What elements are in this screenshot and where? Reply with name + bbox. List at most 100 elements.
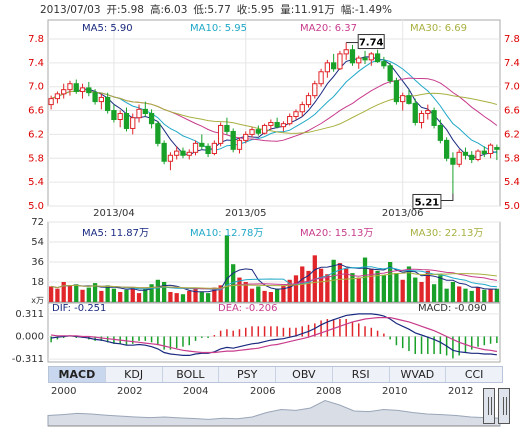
timeline-year-2004: 2004 xyxy=(183,386,209,397)
volume-bar xyxy=(249,288,255,302)
volume-ma30-line xyxy=(51,272,497,289)
macd-dea-label: DEA: -0.206 xyxy=(218,303,278,314)
candle-body xyxy=(230,130,236,150)
candle-body xyxy=(142,108,148,115)
volume-bar xyxy=(118,292,123,302)
candle-body xyxy=(54,93,61,100)
volume-bar xyxy=(262,290,267,302)
volume-bar xyxy=(86,287,91,302)
volume-bar xyxy=(488,288,493,302)
tab-psy[interactable]: PSY xyxy=(219,367,276,382)
candle-body xyxy=(356,57,362,64)
volume-bar xyxy=(105,285,110,302)
tab-wvad[interactable]: WVAD xyxy=(390,367,447,382)
candle-body xyxy=(299,104,305,113)
volume-bar xyxy=(174,293,179,302)
timeline-range-handle-right[interactable] xyxy=(498,388,510,424)
high-callout-box xyxy=(357,34,385,50)
quote-high: 高:6.03 xyxy=(149,4,188,16)
volume-bar xyxy=(155,279,160,302)
volume-bar xyxy=(350,273,355,302)
volume-bar xyxy=(180,294,186,302)
candle-body xyxy=(105,96,111,112)
price-ytick-left: 5.4 xyxy=(28,177,44,188)
candle-body xyxy=(161,142,167,162)
price-ytick-left: 6.2 xyxy=(28,129,44,140)
candle-body xyxy=(331,62,337,70)
candle-body xyxy=(400,95,406,103)
candle-body xyxy=(199,142,205,147)
volume-bar xyxy=(237,277,242,302)
volume-bar xyxy=(400,279,405,302)
tab-cci[interactable]: CCI xyxy=(464,368,484,381)
volume-bar xyxy=(80,289,85,302)
timeline-year-2006: 2006 xyxy=(250,386,276,397)
candle-body xyxy=(155,123,161,144)
volume-bar xyxy=(362,257,368,302)
volume-bar xyxy=(375,270,380,302)
candle-body xyxy=(174,150,180,156)
candle-body xyxy=(469,154,475,160)
volume-bar xyxy=(162,282,167,302)
tab-kdj[interactable]: KDJ xyxy=(106,367,163,382)
high-callout-label: 7.74 xyxy=(359,38,384,49)
volume-bar xyxy=(231,264,236,302)
timeline-year-2010: 2010 xyxy=(382,386,408,397)
volume-bar xyxy=(293,275,299,302)
price-ma5-label: MA5: 5.90 xyxy=(82,23,133,34)
candle-body xyxy=(211,142,218,155)
volume-ytick: 36 xyxy=(31,257,44,268)
volume-ytick: 72 xyxy=(31,217,44,228)
price-ma5-line xyxy=(50,56,497,159)
price-ytick-left: 5.8 xyxy=(28,153,44,164)
candle-body xyxy=(61,89,67,95)
candle-body xyxy=(444,139,450,159)
price-ytick-left: 7.0 xyxy=(28,82,44,93)
volume-bar xyxy=(394,273,399,302)
tab-boll[interactable]: BOLL xyxy=(163,367,220,382)
candle-body xyxy=(224,124,230,132)
tab-rsi[interactable]: RSI xyxy=(333,367,390,382)
price-date-label: 2013/06 xyxy=(382,208,424,219)
volume-bar xyxy=(444,288,449,302)
volume-bar xyxy=(136,293,142,302)
candle-body xyxy=(192,142,199,153)
price-ytick-right: 5.4 xyxy=(504,177,520,188)
candle-body xyxy=(268,121,274,126)
volume-bar xyxy=(438,275,443,302)
macd-ytick: 0.000 xyxy=(15,332,44,343)
candle-body xyxy=(130,117,136,129)
candle-body xyxy=(98,96,104,103)
price-ytick-right: 7.8 xyxy=(504,34,520,45)
quote-date: 2013/07/03 xyxy=(40,4,101,16)
quote-low: 低:5.77 xyxy=(193,4,231,16)
candle-body xyxy=(73,83,79,92)
candle-body xyxy=(305,95,312,106)
low-callout-label: 5.21 xyxy=(415,197,440,208)
candle-body xyxy=(368,53,374,61)
price-ytick-right: 6.2 xyxy=(504,129,520,140)
candle-body xyxy=(86,87,92,94)
macd-dif-label: DIF: -0.251 xyxy=(52,303,107,314)
candle-body xyxy=(462,151,469,156)
volume-bar xyxy=(111,288,117,302)
tab-obv[interactable]: OBV xyxy=(276,367,333,382)
tab-macd[interactable]: MACD xyxy=(49,367,106,382)
price-ytick-right: 7.4 xyxy=(504,58,520,69)
candle-body xyxy=(362,57,368,61)
candle-body xyxy=(412,102,418,123)
candle-body xyxy=(205,145,211,155)
volume-bar xyxy=(406,266,412,302)
volume-bar xyxy=(356,277,361,302)
timeline-range-handle-left[interactable] xyxy=(483,388,495,424)
candle-body xyxy=(450,157,456,165)
price-ma10-line xyxy=(50,59,498,154)
volume-unit-label: x万 xyxy=(31,296,44,305)
quote-volume: 量:11.91万 xyxy=(280,4,335,16)
price-ytick-right: 5.8 xyxy=(504,153,520,164)
volume-bar xyxy=(281,285,286,302)
volume-bar xyxy=(306,270,311,302)
candle-body xyxy=(431,110,437,126)
volume-bar xyxy=(74,284,79,302)
